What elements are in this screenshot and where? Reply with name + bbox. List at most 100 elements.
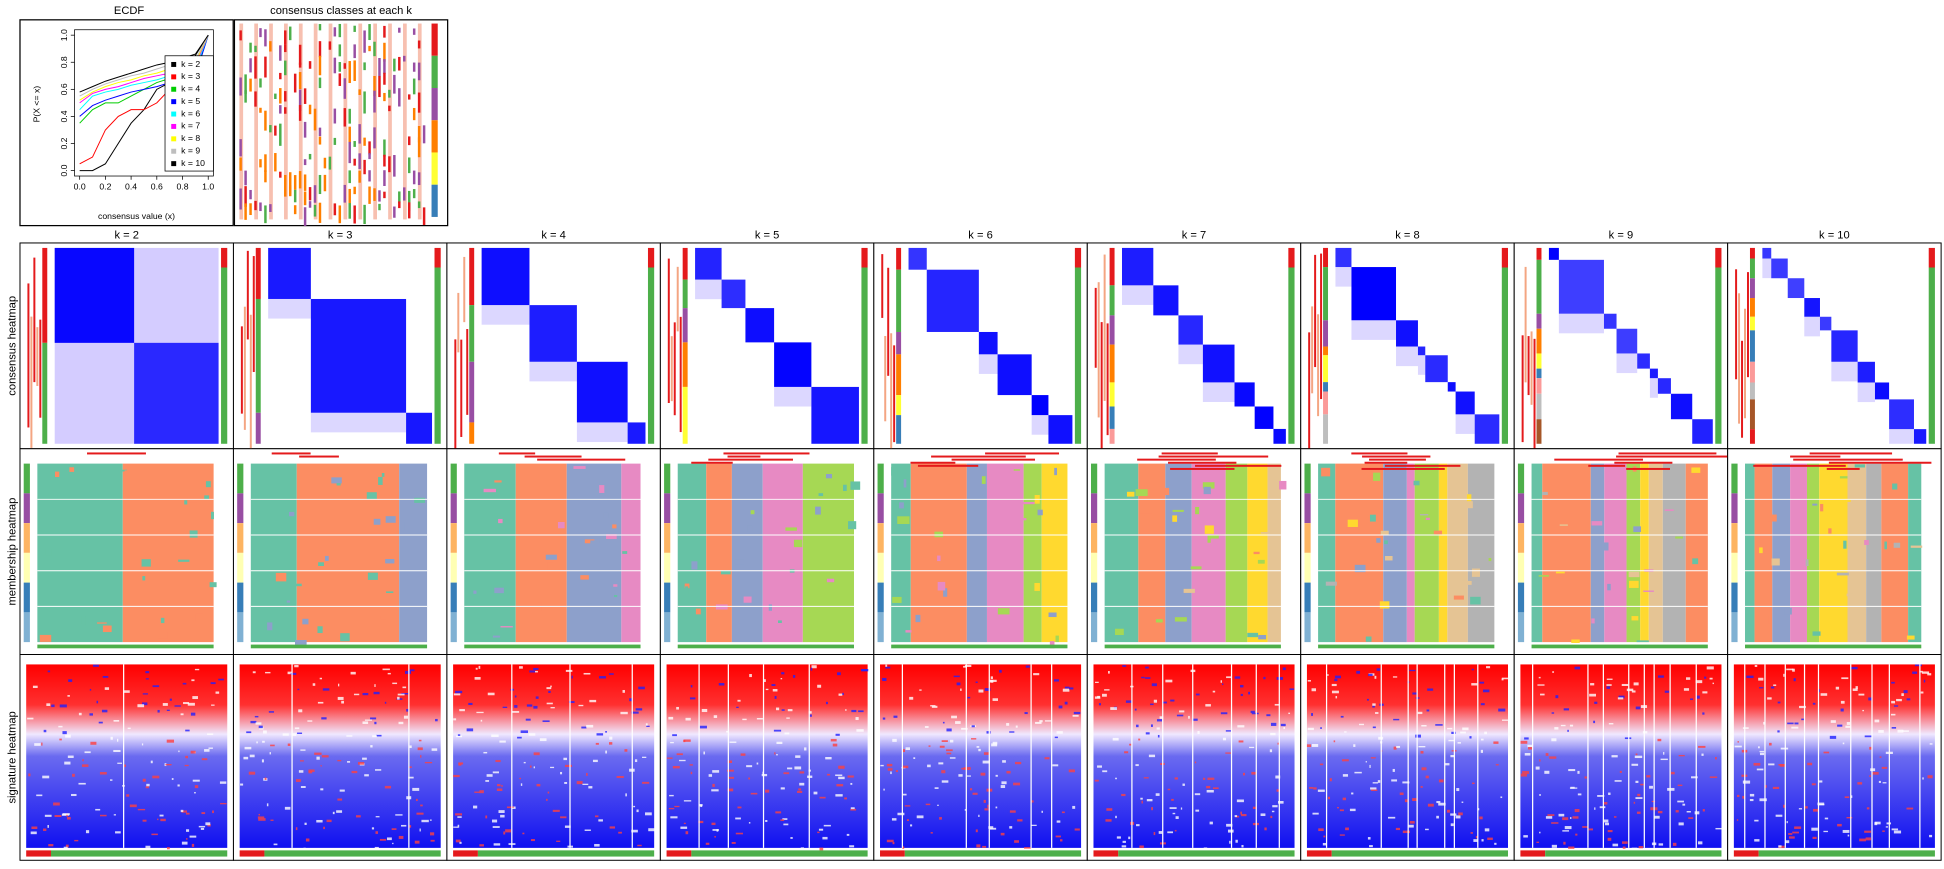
signature-noise [984,808,989,811]
right-annotation [1928,267,1935,444]
membership-noise [160,617,165,624]
signature-noise [982,760,990,764]
signature-noise [1072,805,1076,809]
consensus-block [1548,247,1559,260]
left-annotation [1109,382,1115,407]
signature-noise [1188,715,1190,719]
signature-noise [1270,732,1276,736]
membership-top [498,452,536,455]
signature-noise [535,696,539,699]
class-cell [244,90,247,103]
signature-noise [599,676,606,679]
class-cell [308,61,312,69]
signature-noise [742,718,747,721]
left-annotation [33,257,36,383]
class-cell [363,204,366,225]
left-annotation [469,422,475,444]
signature-noise [1122,665,1127,667]
signature-noise [578,704,584,707]
signature-noise [42,775,50,779]
membership-band [1383,463,1407,643]
signature-noise [1388,816,1396,819]
signature-noise [182,682,187,685]
class-cell [293,73,297,93]
membership-noise [1037,509,1043,516]
signature-noise [373,691,380,695]
signature-noise [1124,751,1129,754]
class-cell [259,159,262,168]
left-annotation [1109,285,1115,316]
signature-noise [1106,808,1113,811]
membership-noise [318,562,324,567]
signature-noise [1337,807,1340,809]
signature-noise [1922,777,1924,780]
membership-bottom [1104,644,1281,649]
class-stripe [417,23,422,220]
class-cell [383,25,386,38]
signature-noise [252,671,256,674]
signature-noise [564,825,571,828]
signature-noise [485,815,488,819]
signature-noise [712,829,719,831]
signature-noise [586,724,594,728]
membership-noise [157,631,168,639]
membership-noise [267,622,273,631]
membership-noise [1460,501,1473,509]
consensus-block [811,386,859,444]
signature-noise [1536,841,1540,843]
signature-bottom [1733,850,1759,857]
signature-noise [191,679,195,682]
signature-noise [142,778,146,782]
signature-noise [897,812,905,816]
signature-noise [638,686,645,690]
signature-noise [44,814,52,817]
left-annotation [30,316,33,448]
signature-noise [1176,714,1184,717]
signature-noise [1786,668,1794,671]
membership-noise [1764,515,1769,518]
signature-noise [941,770,946,774]
signature-noise [1564,826,1572,830]
membership-left [237,552,244,583]
signature-bottom [264,850,441,857]
signature-noise [198,825,206,828]
signature-noise [1858,693,1865,696]
consensus-block [1616,328,1638,354]
left-annotation [1323,391,1329,415]
signature-noise [631,711,639,714]
left-annotation [887,267,890,376]
membership-noise [1470,596,1481,605]
signature-noise [1212,787,1219,790]
class-cell [383,72,386,85]
signature-noise [1148,754,1156,758]
membership-noise [547,562,554,571]
signature-noise [401,693,409,695]
legend-label: k = 2 [181,59,200,69]
membership-noise [118,469,128,472]
left-annotation [1527,336,1530,396]
membership-top [1369,458,1426,461]
signature-noise [299,760,304,762]
class-cell [279,88,282,104]
class-cell [363,91,366,114]
signature-noise [215,691,220,694]
signature-noise [976,844,981,848]
signature-noise [1415,734,1421,738]
signature-noise [157,818,159,821]
signature-noise [505,829,512,833]
membership-noise [892,596,902,603]
membership-band [1772,463,1791,643]
consensus-block [1649,368,1658,379]
signature-noise [1180,807,1183,810]
classes-title: consensus classes at each k [270,5,412,17]
class-cell [333,27,337,37]
signature-noise [185,812,190,815]
class-cell [368,45,371,52]
signature-noise [336,810,343,813]
signature-noise [1234,676,1241,679]
signature-noise [1153,699,1158,703]
signature-noise [1444,763,1450,766]
signature-noise [1366,698,1369,701]
left-annotation [1323,247,1329,268]
signature-noise [1426,709,1430,712]
